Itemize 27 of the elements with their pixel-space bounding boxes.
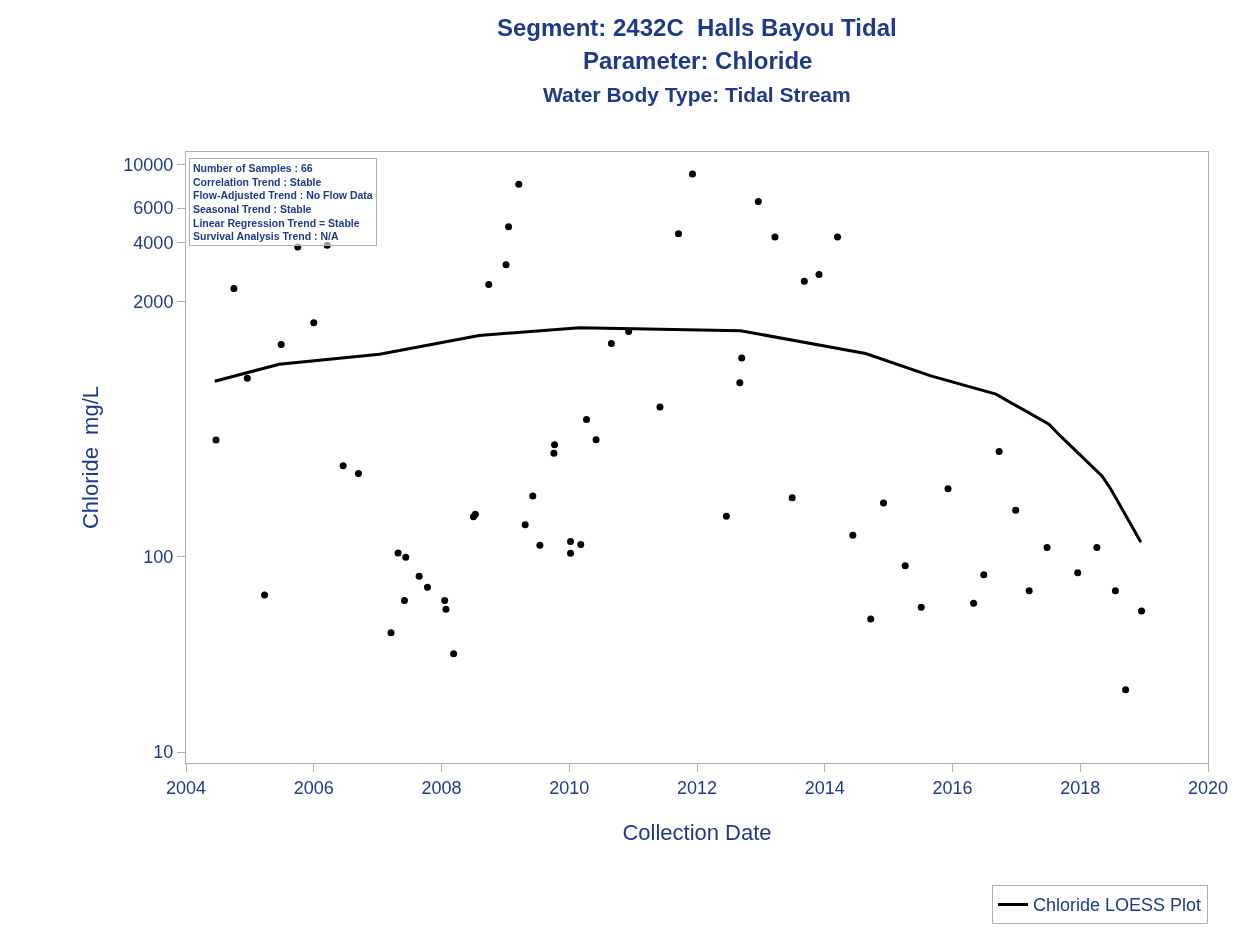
annotation: Flow-Adjusted Trend : No Flow Data <box>193 189 373 202</box>
y-tick-label: 2000 <box>133 291 174 312</box>
line-series <box>213 326 1143 544</box>
x-tick-label: 2006 <box>293 777 334 798</box>
y-tick-label: 10 <box>153 742 174 763</box>
chart-title: Segment: 2432C Halls Bayou Tidal Parameter: Chloride <box>497 14 897 74</box>
x-tick-label: 2004 <box>165 777 207 798</box>
y-axis-title: Chloride mg/L <box>78 385 104 530</box>
chart-subtitle: Water Body Type: Tidal Stream <box>543 83 851 106</box>
annotation: Seasonal Trend : Stable <box>193 202 312 215</box>
x-tick-label: 2018 <box>1060 777 1101 798</box>
x-tick-label: 2016 <box>932 777 973 798</box>
y-tick-label: 10000 <box>123 154 174 175</box>
annotation: Correlation Trend : Stable <box>193 175 322 188</box>
x-axis-title: Collection Date <box>622 820 772 846</box>
annotation: Linear Regression Trend = Stable <box>193 216 360 229</box>
annotation: Number of Samples : 66 <box>193 162 313 174</box>
y-tick-label: 6000 <box>133 198 174 219</box>
x-tick-label: 2020 <box>1187 777 1229 798</box>
x-tick-label: 2014 <box>804 777 845 798</box>
x-tick-label: 2008 <box>421 777 462 798</box>
y-tick-label: 4000 <box>133 232 174 253</box>
legend-label: Chloride LOESS Plot <box>1033 895 1202 916</box>
x-tick-label: 2010 <box>549 777 590 798</box>
x-tick-label: 2012 <box>676 777 718 798</box>
y-tick-label: 100 <box>143 546 174 567</box>
annotation: Survival Analysis Trend : N/A <box>193 230 339 243</box>
